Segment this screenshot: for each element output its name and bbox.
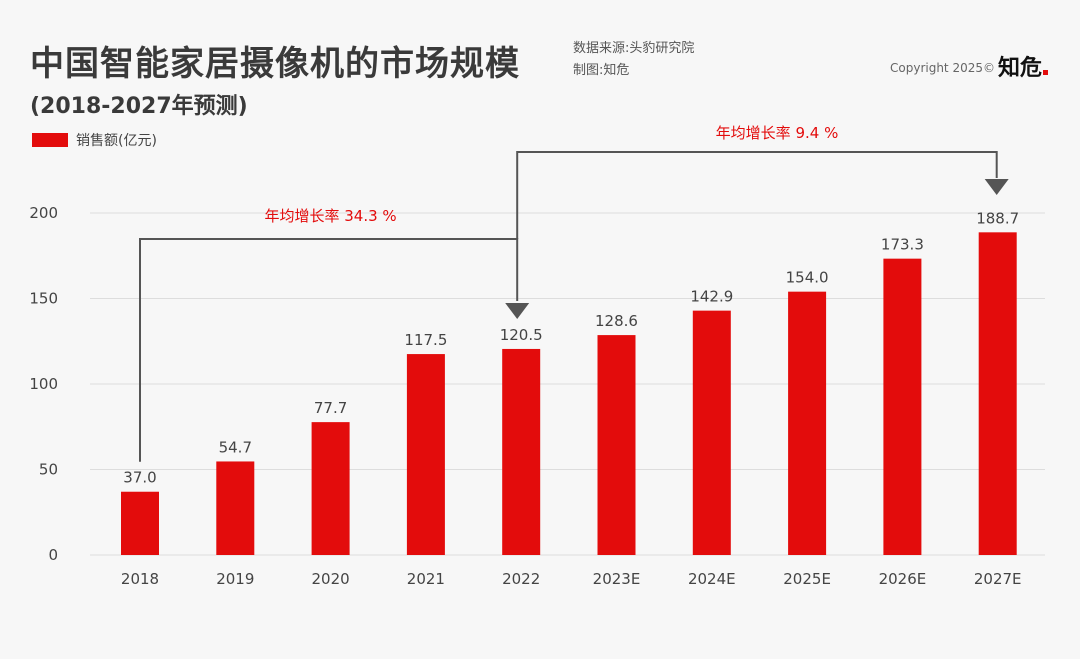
arrow-down-icon — [505, 303, 530, 319]
x-tick-label: 2019 — [216, 570, 254, 588]
bar — [216, 461, 255, 555]
bar-value-label: 117.5 — [404, 331, 447, 349]
bar-value-label: 54.7 — [219, 438, 252, 456]
x-tick-label: 2022 — [502, 570, 540, 588]
legend-label: 销售额(亿元) — [76, 133, 157, 149]
growth-rate-label-1: 年均增长率 34.3 % — [264, 207, 396, 225]
growth-rate-label-2: 年均增长率 9.4 % — [716, 124, 839, 142]
source-info: 数据来源:头豹研究院 制图:知危 — [573, 38, 694, 82]
bar — [883, 258, 922, 555]
x-tick-label: 2021 — [407, 570, 445, 588]
x-tick-label: 2027E — [974, 570, 1022, 588]
y-tick-label: 100 — [29, 375, 58, 393]
bar-value-label: 128.6 — [595, 312, 638, 330]
brand-dot — [1043, 70, 1048, 75]
bar-value-label: 142.9 — [690, 288, 733, 306]
chart-subtitle: (2018-2027年预测) — [30, 94, 248, 119]
copyright: Copyright 2025© — [890, 61, 995, 75]
y-tick-label: 150 — [29, 290, 58, 308]
bar — [406, 354, 445, 555]
growth-connector-1 — [139, 238, 519, 462]
y-tick-label: 0 — [48, 546, 58, 564]
brand-logo: 知危 — [998, 56, 1043, 81]
bar — [978, 232, 1017, 555]
x-tick-label: 2018 — [121, 570, 159, 588]
chart-title: 中国智能家居摄像机的市场规模 — [30, 44, 520, 84]
bar-value-label: 173.3 — [881, 236, 924, 254]
chart-author: 制图:知危 — [573, 63, 630, 78]
bar — [597, 335, 636, 555]
data-source: 数据来源:头豹研究院 — [573, 41, 695, 56]
bar-value-label: 120.5 — [500, 326, 543, 344]
bar-value-label: 154.0 — [786, 269, 829, 287]
x-tick-label: 2026E — [879, 570, 927, 588]
x-tick-label: 2025E — [783, 570, 831, 588]
growth-connector-2 — [516, 151, 998, 239]
legend: 销售额(亿元) — [32, 130, 157, 150]
y-tick-label: 200 — [29, 204, 58, 222]
arrow-down-icon — [984, 179, 1009, 195]
bar — [311, 422, 350, 555]
x-tick-label: 2024E — [688, 570, 736, 588]
bar-value-label: 37.0 — [123, 469, 156, 487]
bar-value-label: 188.7 — [976, 209, 1019, 227]
bar — [788, 291, 827, 555]
bar — [692, 310, 731, 555]
bar — [121, 491, 159, 555]
x-tick-label: 2023E — [593, 570, 641, 588]
bar-value-label: 77.7 — [314, 399, 347, 417]
bar — [502, 348, 541, 555]
legend-swatch — [32, 133, 68, 147]
x-tick-label: 2020 — [312, 570, 350, 588]
y-tick-label: 50 — [39, 461, 58, 479]
